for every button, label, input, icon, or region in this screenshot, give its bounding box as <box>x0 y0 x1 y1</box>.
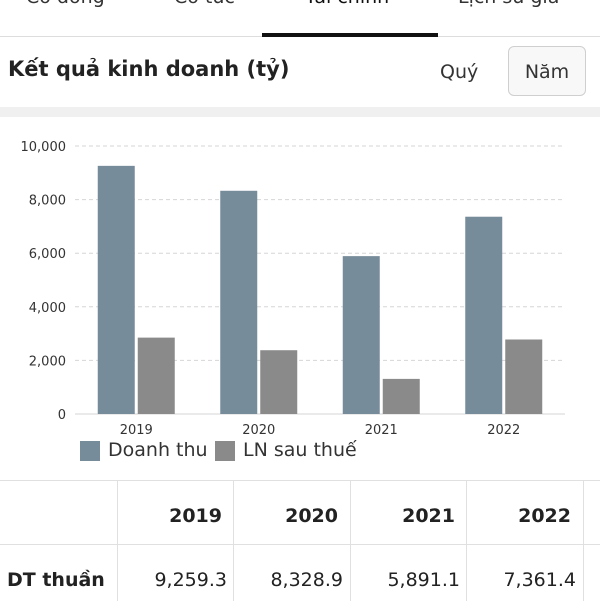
table-cell: 5,891.1 <box>387 569 460 591</box>
tab-shareholders[interactable]: Cổ đông <box>26 0 105 8</box>
x-tick-label: 2020 <box>242 423 275 437</box>
legend-swatch-revenue <box>80 441 100 461</box>
bar-profit-2019 <box>137 337 175 414</box>
y-tick-label: 4,000 <box>29 301 66 316</box>
bar-profit-2021 <box>382 378 420 414</box>
tab-finance[interactable]: Tài chính <box>305 0 389 8</box>
table-header-2020: 2020 <box>285 505 338 527</box>
x-tick-label: 2022 <box>487 423 520 437</box>
y-tick-label: 10,000 <box>21 140 67 155</box>
table-cell: 7,361.4 <box>503 569 576 591</box>
bar-revenue-2019 <box>97 165 135 414</box>
table-header-2021: 2021 <box>402 505 455 527</box>
tab-bar: Cổ đông Cổ tức Tài chính Lịch sử giá <box>0 0 600 37</box>
year-toggle-button[interactable]: Năm <box>508 46 586 96</box>
y-tick-label: 0 <box>58 408 66 423</box>
table-column-divider <box>466 481 467 601</box>
legend-swatch-profit <box>215 441 235 461</box>
bar-chart-svg: 0 2,000 4,000 6,000 8,000 10,000 2019 2020 2021 2… <box>21 140 565 437</box>
table-column-divider <box>233 481 234 601</box>
bar-revenue-2021 <box>342 256 380 414</box>
table-column-divider <box>117 481 118 601</box>
table-cell: 9,259.3 <box>154 569 227 591</box>
table-row-label: DT thuần <box>7 569 105 591</box>
bar-revenue-2020 <box>220 190 258 414</box>
tab-price-history[interactable]: Lịch sử giá <box>458 0 559 8</box>
table-header-2022: 2022 <box>518 505 571 527</box>
bar-revenue-2022 <box>465 216 503 414</box>
table-row-divider <box>0 544 600 545</box>
bar-profit-2022 <box>505 339 543 414</box>
financial-table: 2019 2020 2021 2022 DT thuần 9,259.3 8,3… <box>0 480 600 601</box>
legend-label-profit: LN sau thuế <box>243 439 357 461</box>
section-header: Kết quả kinh doanh (tỷ) Quý Năm <box>0 37 600 107</box>
tab-dividends[interactable]: Cổ tức <box>174 0 235 8</box>
table-column-divider <box>350 481 351 601</box>
table-column-divider <box>583 481 584 601</box>
x-tick-label: 2021 <box>365 423 398 437</box>
business-results-chart: 0 2,000 4,000 6,000 8,000 10,000 2019 2020 2021 2… <box>0 117 600 472</box>
active-tab-indicator <box>262 33 438 37</box>
table-cell: 8,328.9 <box>270 569 343 591</box>
legend-label-revenue: Doanh thu <box>108 439 208 461</box>
y-tick-label: 8,000 <box>29 194 66 209</box>
y-tick-label: 2,000 <box>29 354 66 369</box>
section-divider <box>0 107 600 117</box>
table-header-2019: 2019 <box>169 505 222 527</box>
x-tick-label: 2019 <box>120 423 153 437</box>
quarter-toggle-button[interactable]: Quý <box>440 61 479 83</box>
y-tick-label: 6,000 <box>29 247 66 262</box>
bar-profit-2020 <box>260 350 298 414</box>
section-title: Kết quả kinh doanh (tỷ) <box>8 57 290 81</box>
